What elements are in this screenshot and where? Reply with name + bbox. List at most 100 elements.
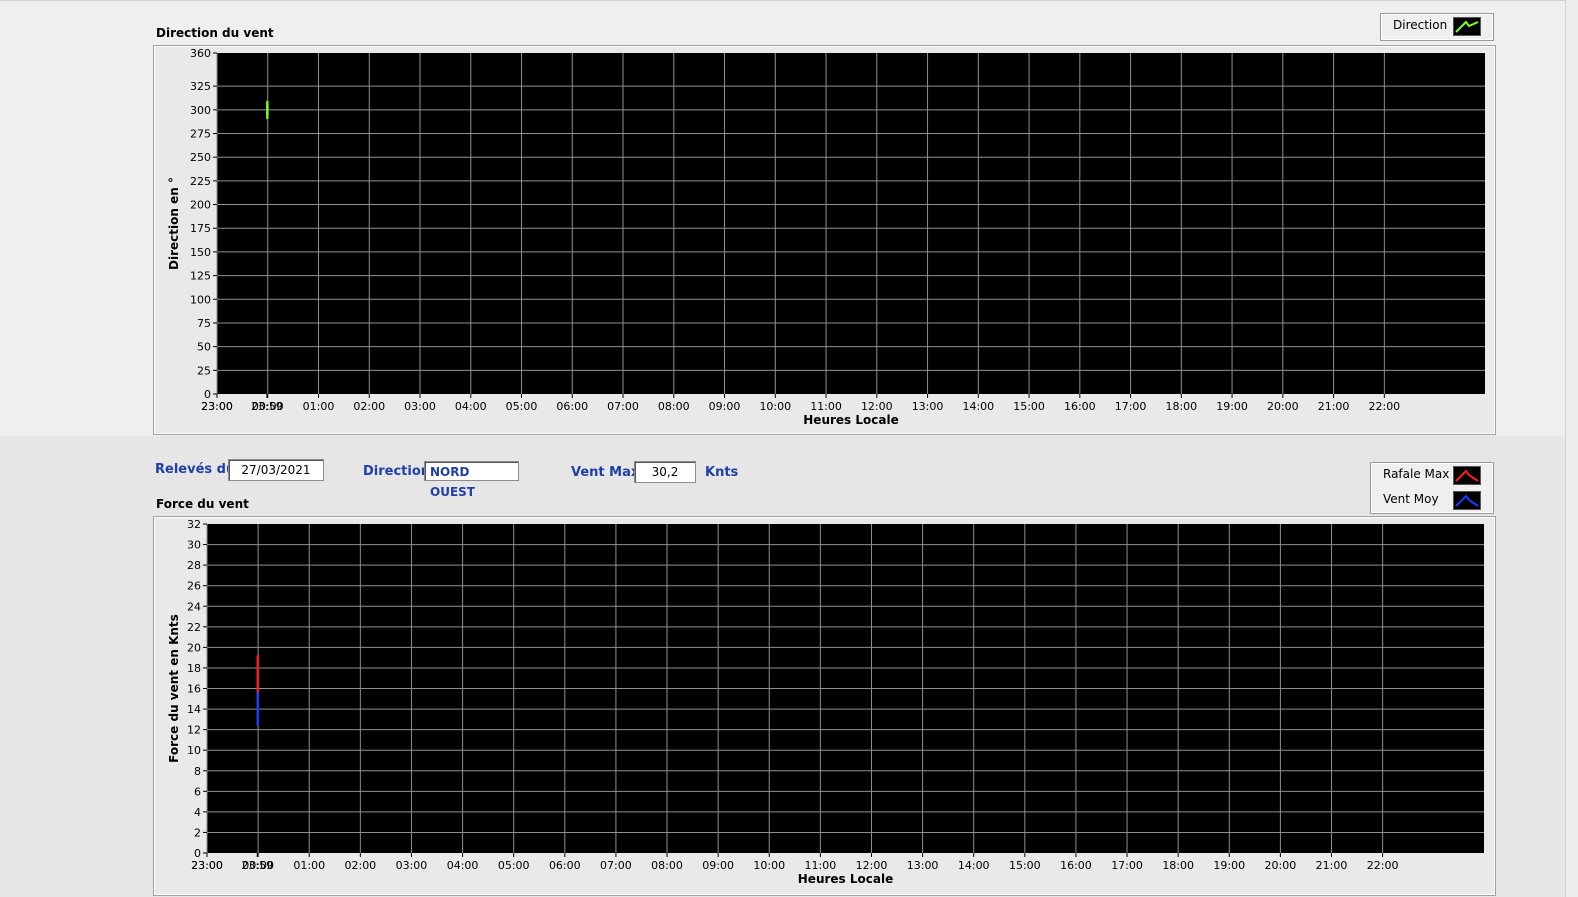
- legend-item-vent[interactable]: Vent Moy: [1371, 488, 1493, 512]
- direction-chart-title: Direction du vent: [156, 26, 274, 40]
- x-tick-label: 19:00: [1213, 859, 1245, 872]
- legend-label-direction: Direction: [1393, 18, 1448, 32]
- x-tick-label: 23:59: [251, 400, 283, 413]
- x-tick-label: 14:00: [962, 400, 994, 413]
- x-tick-label: 01:00: [293, 859, 325, 872]
- x-tick-label: 18:00: [1162, 859, 1194, 872]
- x-tick-label: 15:00: [1013, 400, 1045, 413]
- series-line-vent-moy: [256, 691, 259, 727]
- legend-line-icon: [1453, 491, 1481, 510]
- y-tick-label: 16: [187, 683, 201, 696]
- x-tick-label: 20:00: [1265, 859, 1297, 872]
- x-tick-label: 23:00: [191, 859, 223, 872]
- ventmax-value-field[interactable]: 30,2: [634, 461, 696, 483]
- x-tick-label: 07:00: [607, 400, 639, 413]
- plot-area: [217, 53, 1485, 394]
- y-tick-label: 75: [197, 317, 211, 330]
- x-tick-label: 10:00: [753, 859, 785, 872]
- x-tick-label: 21:00: [1318, 400, 1350, 413]
- vertical-scrollbar[interactable]: [1565, 0, 1578, 897]
- y-tick-label: 25: [197, 364, 211, 377]
- x-tick-label: 18:00: [1165, 400, 1197, 413]
- y-tick-label: 14: [187, 703, 201, 716]
- x-tick-label: 14:00: [958, 859, 990, 872]
- direction-chart: 23:00 00:00 01:00 02:00 03:00 04:00 05:00 06:00…: [167, 47, 1485, 427]
- x-tick-label: 23:00: [201, 400, 233, 413]
- y-tick-label: 175: [190, 222, 211, 235]
- x-tick-label: 19:00: [1216, 400, 1248, 413]
- x-tick-label: 11:00: [810, 400, 842, 413]
- x-tick-label: 22:00: [1367, 859, 1399, 872]
- y-axis-label: Direction en °: [167, 177, 181, 270]
- y-tick-label: 2: [194, 826, 201, 839]
- x-tick-label: 17:00: [1115, 400, 1147, 413]
- legend-label-rafale: Rafale Max: [1383, 467, 1450, 481]
- x-tick-label: 11:00: [805, 859, 837, 872]
- x-tick-label: 03:00: [396, 859, 428, 872]
- x-tick-label: 06:00: [556, 400, 588, 413]
- x-tick-label: 09:00: [709, 400, 741, 413]
- y-tick-label: 28: [187, 559, 201, 572]
- x-tick-label: 06:00: [549, 859, 581, 872]
- x-tick-label: 04:00: [447, 859, 479, 872]
- y-tick-label: 22: [187, 621, 201, 634]
- x-tick-label: 17:00: [1111, 859, 1143, 872]
- y-tick-label: 24: [187, 600, 201, 613]
- x-tick-label: 16:00: [1060, 859, 1092, 872]
- direction-value-field[interactable]: NORD OUEST: [424, 461, 519, 499]
- x-tick-label: 23:00: [201, 400, 233, 413]
- y-tick-label: 275: [190, 128, 211, 141]
- x-axis-label: Heures Locale: [803, 413, 898, 427]
- x-tick-label: 13:00: [907, 859, 939, 872]
- legend-label-vent: Vent Moy: [1383, 492, 1439, 506]
- y-tick-label: 4: [194, 806, 201, 819]
- y-tick-label: 50: [197, 341, 211, 354]
- y-tick-label: 225: [190, 175, 211, 188]
- y-tick-label: 125: [190, 270, 211, 283]
- x-tick-label: 05:00: [498, 859, 530, 872]
- x-tick-label: 23:59: [241, 859, 273, 872]
- series-line-rafale-max: [256, 654, 259, 702]
- x-tick-label: 10:00: [759, 400, 791, 413]
- y-tick-label: 360: [190, 47, 211, 60]
- legend-item-direction[interactable]: Direction: [1381, 14, 1493, 38]
- x-tick-label: 04:00: [455, 400, 487, 413]
- series-line-direction: [266, 100, 269, 120]
- x-tick-label: 20:00: [1267, 400, 1299, 413]
- y-tick-label: 20: [187, 641, 201, 654]
- x-tick-label: 16:00: [1064, 400, 1096, 413]
- force-chart-title: Force du vent: [156, 497, 249, 511]
- x-tick-label: 01:00: [303, 400, 335, 413]
- x-tick-label: 23:00: [191, 859, 223, 872]
- y-tick-label: 26: [187, 580, 201, 593]
- legend-item-rafale[interactable]: Rafale Max: [1371, 463, 1493, 487]
- force-legend[interactable]: Rafale Max Vent Moy: [1370, 462, 1494, 514]
- legend-line-icon: [1453, 17, 1481, 36]
- y-tick-label: 300: [190, 104, 211, 117]
- x-tick-label: 12:00: [856, 859, 888, 872]
- x-tick-label: 00:00: [252, 400, 284, 413]
- x-tick-label: 07:00: [600, 859, 632, 872]
- y-tick-label: 6: [194, 785, 201, 798]
- y-tick-label: 150: [190, 246, 211, 259]
- direction-legend[interactable]: Direction: [1380, 13, 1494, 41]
- x-tick-label: 02:00: [344, 859, 376, 872]
- y-tick-label: 30: [187, 539, 201, 552]
- y-tick-label: 18: [187, 662, 201, 675]
- x-tick-label: 09:00: [702, 859, 734, 872]
- y-tick-label: 12: [187, 724, 201, 737]
- ventmax-unit: Knts: [705, 465, 739, 480]
- x-tick-label: 21:00: [1316, 859, 1348, 872]
- y-tick-label: 8: [194, 765, 201, 778]
- x-tick-label: 22:00: [1368, 400, 1400, 413]
- x-tick-label: 03:00: [404, 400, 436, 413]
- y-tick-label: 325: [190, 80, 211, 93]
- y-tick-label: 250: [190, 151, 211, 164]
- date-field[interactable]: 27/03/2021: [228, 459, 324, 481]
- x-tick-label: 00:00: [242, 859, 274, 872]
- x-tick-label: 12:00: [861, 400, 893, 413]
- y-tick-label: 200: [190, 199, 211, 212]
- y-tick-label: 32: [187, 518, 201, 531]
- x-tick-label: 13:00: [912, 400, 944, 413]
- legend-line-icon: [1453, 466, 1481, 485]
